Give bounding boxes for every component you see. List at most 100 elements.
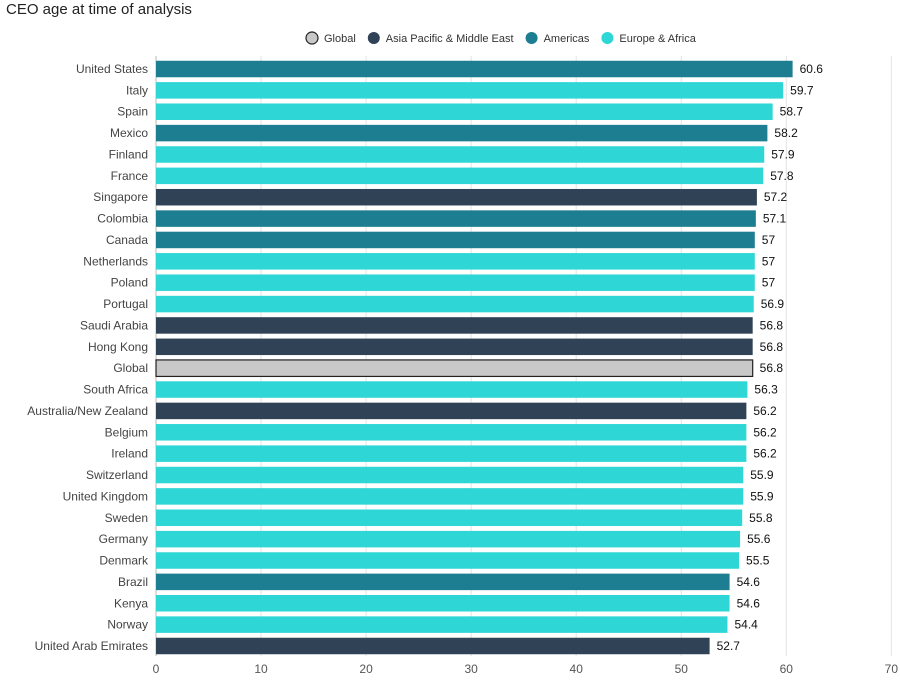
- category-label-finland: Finland: [109, 147, 148, 161]
- category-label-sweden: Sweden: [105, 511, 148, 525]
- category-label-portugal: Portugal: [103, 297, 148, 311]
- bar-global: [155, 359, 754, 378]
- category-label-switzerland: Switzerland: [86, 468, 148, 482]
- bar-ireland: [156, 445, 747, 462]
- value-label-france: 57.8: [770, 169, 794, 183]
- category-label-poland: Poland: [111, 276, 148, 290]
- bar-canada: [156, 231, 755, 249]
- bar-finland: [156, 146, 765, 163]
- category-label-australia-new-zealand: Australia/New Zealand: [27, 404, 148, 418]
- legend-item-europe-africa: Europe & Africa: [601, 32, 697, 45]
- category-label-global: Global: [113, 361, 148, 375]
- value-label-saudi-arabia: 56.8: [760, 318, 784, 332]
- category-label-germany: Germany: [99, 532, 148, 546]
- bar-germany: [156, 530, 741, 548]
- category-label-colombia: Colombia: [97, 212, 148, 226]
- value-label-colombia: 57.1: [763, 212, 787, 226]
- bar-united-states: [156, 60, 793, 78]
- value-label-singapore: 57.2: [764, 190, 788, 204]
- bar-norway: [156, 616, 728, 633]
- category-label-canada: Canada: [106, 233, 148, 247]
- value-label-south-africa: 56.3: [754, 383, 778, 397]
- legend: Global Asia Pacific & Middle East Americas…: [305, 31, 697, 45]
- legend-label-global: Global: [324, 33, 356, 45]
- category-label-singapore: Singapore: [93, 190, 148, 204]
- bar-italy: [156, 82, 784, 99]
- bar-poland: [156, 274, 755, 291]
- category-label-saudi-arabia: Saudi Arabia: [80, 318, 148, 332]
- bar-mexico: [156, 124, 768, 142]
- category-label-united-arab-emirates: United Arab Emirates: [35, 639, 148, 653]
- category-label-brazil: Brazil: [118, 575, 148, 589]
- category-labels: United States Italy Spain Mexico Finland Fran…: [27, 62, 149, 653]
- value-label-canada: 57: [762, 233, 776, 247]
- x-tick-label-30: 30: [464, 662, 478, 676]
- value-label-ireland: 56.2: [753, 447, 777, 461]
- legend-swatch-global: [305, 31, 319, 45]
- value-label-hong-kong: 56.8: [760, 340, 784, 354]
- category-label-hong-kong: Hong Kong: [88, 340, 148, 354]
- value-label-spain: 58.7: [780, 105, 804, 119]
- value-label-belgium: 56.2: [753, 425, 777, 439]
- value-label-brazil: 54.6: [737, 575, 761, 589]
- category-label-italy: Italy: [126, 83, 148, 97]
- value-label-global: 56.8: [760, 361, 784, 375]
- value-label-germany: 55.6: [747, 532, 771, 546]
- x-tick-label-10: 10: [254, 662, 268, 676]
- x-tick-label-40: 40: [570, 662, 584, 676]
- x-tick-label-20: 20: [359, 662, 373, 676]
- value-label-netherlands: 57: [762, 254, 776, 268]
- legend-item-americas: Americas: [525, 32, 590, 45]
- value-label-mexico: 58.2: [774, 126, 798, 140]
- legend-label-asia-pacific-middle-east: Asia Pacific & Middle East: [386, 33, 514, 45]
- bar-denmark: [156, 552, 740, 569]
- bar-colombia: [156, 210, 756, 227]
- value-label-united-kingdom: 55.9: [750, 489, 774, 503]
- value-label-norway: 54.4: [734, 618, 758, 632]
- bar-south-africa: [156, 381, 748, 398]
- legend-label-americas: Americas: [544, 33, 590, 45]
- legend-swatch-europe-africa: [601, 32, 614, 44]
- bar-united-arab-emirates: [156, 637, 710, 655]
- category-label-denmark: Denmark: [99, 554, 149, 568]
- category-label-ireland: Ireland: [111, 447, 148, 461]
- bar-france: [156, 167, 764, 185]
- value-label-united-arab-emirates: 52.7: [717, 639, 741, 653]
- x-tick-label-0: 0: [153, 662, 160, 676]
- category-label-france: France: [111, 169, 149, 183]
- legend-swatch-asia-pacific-middle-east: [367, 32, 380, 44]
- x-axis-ticks: 0 10 20 30 40 50 60 70: [153, 662, 899, 676]
- value-label-kenya: 54.6: [737, 596, 761, 610]
- value-label-switzerland: 55.9: [750, 468, 774, 482]
- category-label-united-kingdom: United Kingdom: [63, 489, 148, 503]
- value-label-denmark: 55.5: [746, 554, 770, 568]
- category-label-netherlands: Netherlands: [83, 254, 148, 268]
- x-tick-label-50: 50: [675, 662, 689, 676]
- bar-singapore: [156, 188, 757, 206]
- bar-switzerland: [156, 466, 744, 484]
- value-label-sweden: 55.8: [749, 511, 773, 525]
- bar-brazil: [156, 573, 730, 591]
- bar-australia-new-zealand: [156, 402, 747, 420]
- category-label-mexico: Mexico: [110, 126, 148, 140]
- value-label-united-states: 60.6: [800, 62, 824, 76]
- legend-swatch-americas: [525, 32, 538, 44]
- bar-belgium: [156, 424, 747, 441]
- bar-saudi-arabia: [156, 317, 753, 334]
- category-label-spain: Spain: [117, 105, 148, 119]
- value-label-australia-new-zealand: 56.2: [753, 404, 777, 418]
- x-tick-label-60: 60: [780, 662, 794, 676]
- category-label-south-africa: South Africa: [83, 383, 148, 397]
- bars: [155, 60, 793, 655]
- legend-item-asia-pacific-middle-east: Asia Pacific & Middle East: [367, 32, 514, 45]
- bar-portugal: [156, 295, 754, 313]
- category-label-united-states: United States: [76, 62, 148, 76]
- value-label-portugal: 56.9: [761, 297, 785, 311]
- category-label-belgium: Belgium: [105, 425, 148, 439]
- category-label-norway: Norway: [107, 618, 148, 632]
- x-tick-label-70: 70: [885, 662, 899, 676]
- bar-hong-kong: [156, 338, 753, 356]
- value-label-finland: 57.9: [771, 147, 795, 161]
- chart-title: CEO age at time of analysis: [6, 1, 192, 18]
